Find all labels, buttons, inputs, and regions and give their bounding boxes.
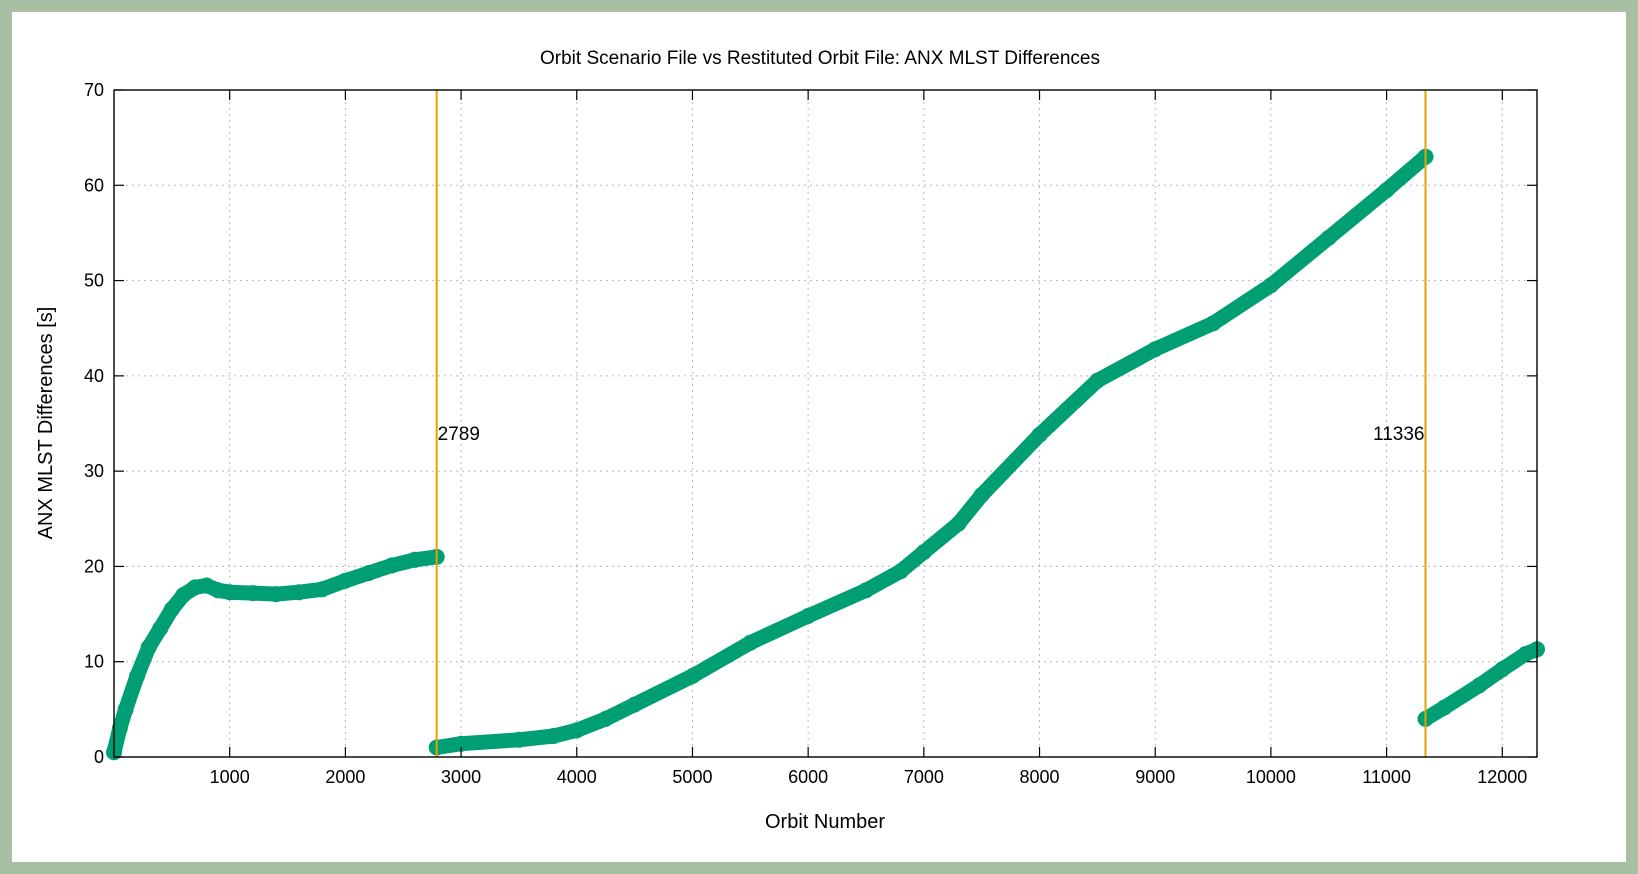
chart: Orbit Scenario File vs Restituted Orbit …	[35, 48, 1545, 833]
x-tick-label: 3000	[441, 767, 481, 787]
data-point	[626, 696, 643, 713]
data-point	[892, 563, 909, 580]
data-point	[1320, 229, 1337, 246]
chart-frame: Orbit Scenario File vs Restituted Orbit …	[12, 12, 1626, 862]
data-point	[291, 584, 308, 601]
data-point	[163, 601, 180, 618]
data-point	[1147, 341, 1164, 358]
data-point	[221, 584, 238, 601]
data-point	[111, 720, 128, 737]
data-point	[1378, 182, 1395, 199]
x-tick-label: 8000	[1020, 767, 1060, 787]
data-point	[742, 634, 759, 651]
x-tick-label: 12000	[1477, 767, 1527, 787]
data-point	[175, 587, 192, 603]
x-axis-label: Orbit Number	[765, 811, 885, 833]
data-point	[915, 544, 932, 561]
data-point	[597, 710, 614, 727]
series-segment	[429, 149, 1433, 755]
data-point	[858, 582, 874, 599]
data-point	[117, 701, 134, 718]
x-tick-label: 5000	[672, 767, 712, 787]
y-tick-label: 60	[84, 175, 104, 195]
x-tick-label: 4000	[557, 767, 597, 787]
x-tick-label: 6000	[788, 767, 828, 787]
chart-title: Orbit Scenario File vs Restituted Orbit …	[540, 48, 1100, 69]
marker-label: 2789	[438, 424, 480, 445]
data-point	[1471, 677, 1488, 694]
data-point	[314, 581, 331, 598]
ticks: 0 10 20 30 40 50 60 70 1000 2000 3000 4000 5000 6000 7…	[84, 80, 1537, 787]
data-point	[800, 608, 817, 624]
data-point	[140, 639, 157, 656]
marker-lines: 2789 11336	[435, 90, 1427, 757]
y-tick-label: 0	[94, 747, 104, 767]
data-point	[152, 620, 169, 637]
plot-border	[113, 89, 1538, 758]
data-point	[1031, 426, 1048, 443]
data-point	[383, 557, 400, 574]
data-point	[973, 487, 990, 503]
data-point	[244, 585, 261, 602]
y-tick-label: 70	[84, 80, 104, 100]
grid	[114, 90, 1537, 757]
data-point	[1205, 315, 1222, 332]
y-tick-label: 50	[84, 271, 104, 291]
marker-label: 11336	[1373, 424, 1424, 445]
data-point	[406, 551, 423, 568]
x-tick-label: 1000	[210, 767, 250, 787]
data-point	[1089, 372, 1106, 389]
data-layer	[106, 148, 1545, 761]
data-point	[568, 722, 585, 739]
x-tick-label: 11000	[1362, 767, 1411, 787]
y-tick-label: 40	[84, 366, 104, 386]
x-tick-label: 9000	[1135, 767, 1175, 787]
x-tick-label: 2000	[325, 767, 365, 787]
data-point	[545, 728, 562, 744]
data-point	[268, 586, 284, 603]
y-axis-label: ANX MLST Differences [s]	[35, 307, 57, 540]
y-tick-label: 30	[84, 461, 104, 481]
data-point	[337, 572, 354, 589]
data-point	[510, 731, 527, 748]
data-point	[129, 668, 146, 684]
data-point	[453, 735, 470, 752]
data-point	[950, 515, 967, 532]
y-tick-label: 10	[84, 652, 104, 672]
data-point	[1494, 661, 1511, 678]
data-point	[360, 565, 377, 582]
data-point	[1436, 699, 1453, 716]
y-tick-label: 20	[84, 556, 104, 576]
x-tick-label: 10000	[1246, 767, 1296, 787]
x-tick-label: 7000	[904, 767, 944, 787]
data-point	[1262, 277, 1279, 294]
data-point	[684, 668, 701, 684]
